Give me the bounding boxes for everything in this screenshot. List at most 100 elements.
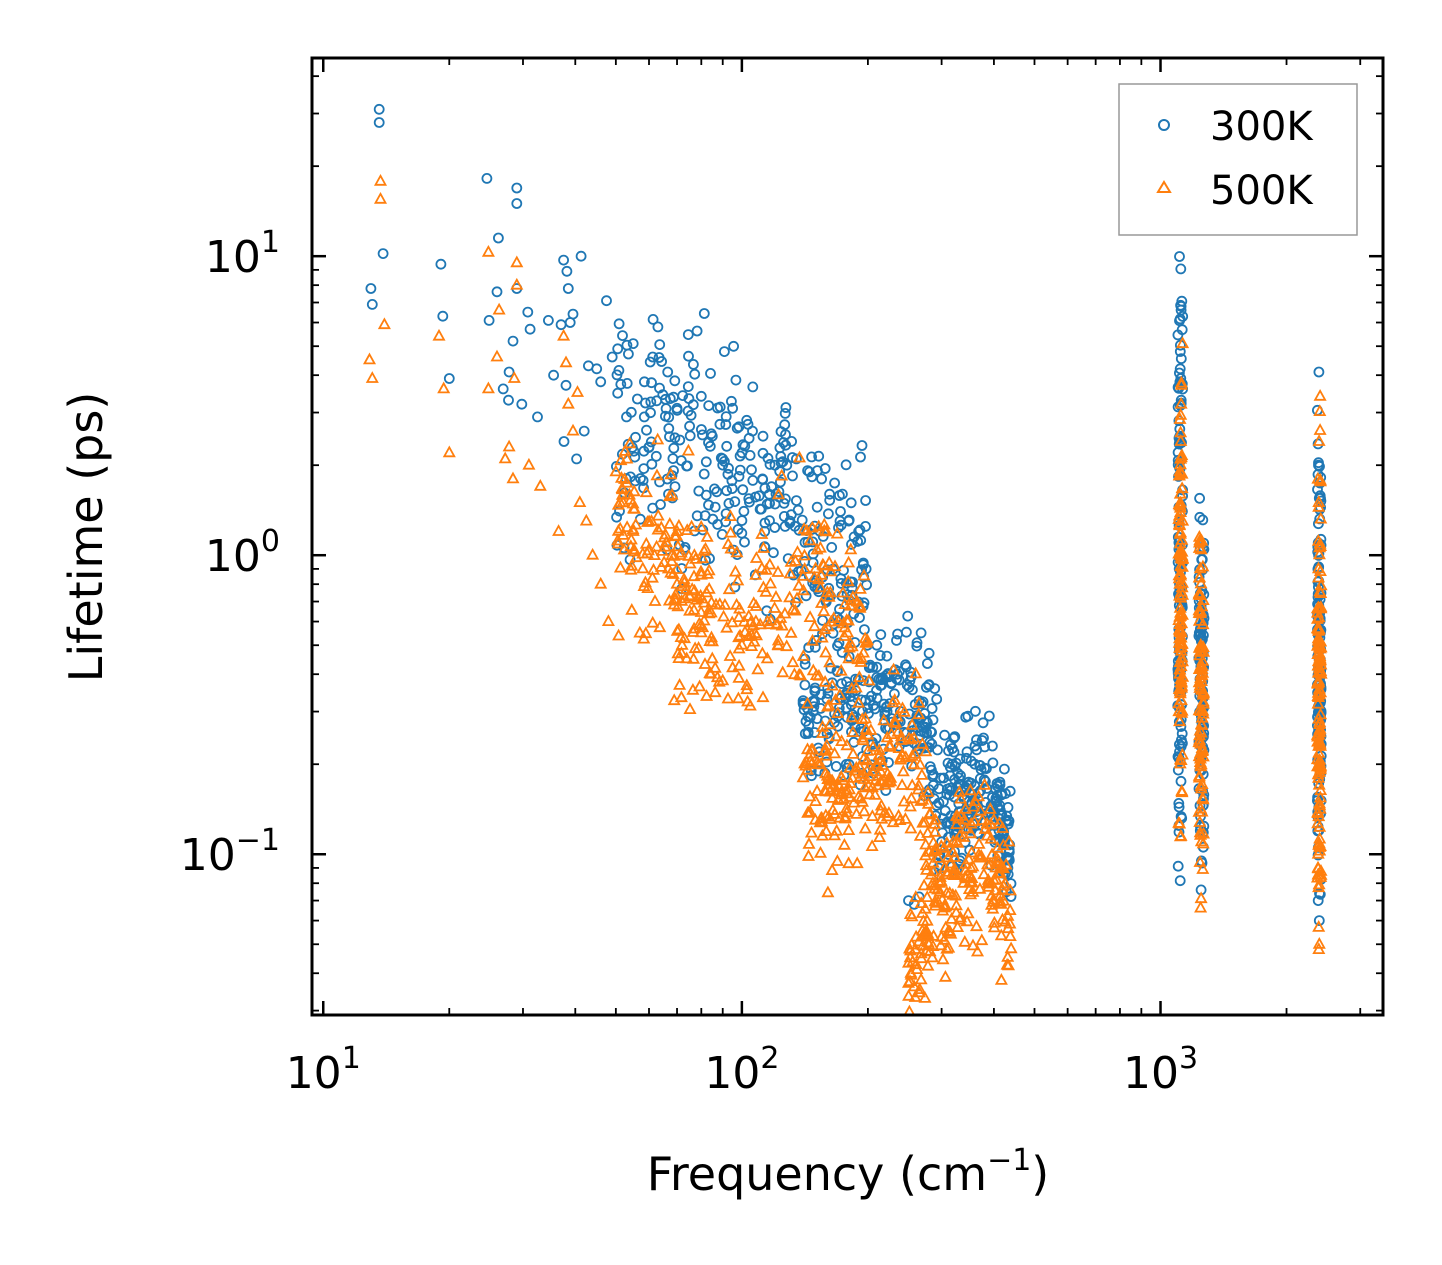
point-500K: [1176, 336, 1190, 349]
point-500K: [693, 679, 707, 692]
point-500K: [1175, 650, 1189, 663]
point-300K: [669, 432, 681, 444]
point-500K: [903, 1004, 916, 1015]
point-500K: [764, 613, 778, 626]
point-500K: [641, 581, 655, 593]
point-500K: [775, 618, 789, 631]
point-300K: [830, 761, 842, 772]
point-500K: [1193, 681, 1207, 693]
point-500K: [1193, 855, 1207, 867]
point-500K: [700, 689, 714, 701]
x-axis-label: Frequency (cm−1): [647, 1143, 1050, 1201]
point-500K: [815, 828, 829, 841]
point-300K: [961, 746, 973, 758]
point-500K: [904, 1018, 914, 1027]
point-300K: [365, 283, 377, 294]
point-500K: [996, 860, 1010, 873]
point-300K: [492, 232, 504, 244]
point-500K: [625, 558, 639, 571]
point-300K: [961, 752, 972, 764]
point-300K: [682, 405, 694, 417]
point-300K: [1175, 353, 1187, 365]
point-300K: [804, 466, 815, 478]
point-500K: [937, 932, 951, 945]
point-300K: [809, 685, 821, 696]
point-500K: [1311, 846, 1325, 859]
point-500K: [498, 451, 512, 464]
point-500K: [639, 626, 653, 639]
point-500K: [694, 625, 708, 638]
point-500K: [686, 625, 700, 637]
point-500K: [945, 912, 959, 924]
point-500K: [1175, 533, 1189, 545]
plot-frame: [310, 56, 1385, 1017]
point-500K: [614, 453, 628, 466]
point-500K: [883, 739, 897, 752]
point-500K: [957, 812, 971, 825]
point-500K: [907, 979, 921, 992]
point-500K: [1312, 809, 1326, 822]
point-500K: [696, 551, 710, 564]
point-300K: [481, 172, 493, 184]
point-500K: [442, 445, 456, 458]
point-300K: [854, 524, 866, 536]
point-300K: [663, 423, 675, 434]
point-300K: [836, 678, 848, 689]
point-500K: [823, 655, 837, 668]
point-500K: [672, 622, 686, 635]
point-500K: [1193, 533, 1207, 546]
point-300K: [802, 728, 814, 739]
point-500K: [1196, 862, 1210, 874]
point-500K: [808, 812, 822, 825]
point-500K: [822, 555, 836, 568]
point-300K: [860, 495, 871, 506]
point-500K: [490, 349, 504, 362]
point-300K: [780, 439, 792, 451]
point-300K: [785, 509, 797, 521]
point-500K: [857, 804, 871, 817]
point-300K: [682, 381, 694, 393]
point-500K: [683, 603, 697, 616]
point-500K: [725, 615, 739, 628]
point-300K: [377, 248, 389, 260]
point-500K: [742, 609, 756, 621]
point-500K: [1310, 639, 1325, 651]
point-300K: [703, 400, 715, 412]
point-500K: [1312, 675, 1326, 688]
point-300K: [627, 338, 639, 350]
point-500K: [958, 934, 972, 947]
point-300K: [621, 411, 632, 423]
point-500K: [839, 786, 854, 799]
point-500K: [830, 526, 844, 539]
point-500K: [938, 900, 952, 913]
point-300K: [826, 542, 838, 553]
point-300K: [646, 377, 657, 389]
point-500K: [797, 548, 812, 561]
point-500K: [653, 620, 667, 633]
point-300K: [911, 637, 923, 649]
point-500K: [702, 563, 716, 576]
point-500K: [975, 813, 989, 825]
point-300K: [524, 323, 536, 335]
point-500K: [713, 597, 727, 609]
point-500K: [698, 541, 713, 554]
point-500K: [862, 673, 876, 686]
point-500K: [819, 784, 833, 797]
point-500K: [1312, 547, 1326, 560]
point-300K: [635, 473, 646, 484]
point-500K: [683, 556, 697, 569]
point-500K: [1313, 473, 1327, 485]
point-500K: [622, 487, 636, 500]
point-500K: [917, 878, 931, 891]
point-500K: [692, 641, 706, 653]
point-500K: [686, 651, 701, 664]
point-500K: [949, 898, 963, 911]
point-300K: [1175, 775, 1187, 787]
point-500K: [966, 885, 980, 897]
point-300K: [689, 368, 701, 380]
point-500K: [771, 487, 786, 500]
point-500K: [1193, 825, 1207, 838]
point-500K: [946, 845, 960, 858]
point-300K: [613, 318, 625, 330]
point-300K: [630, 431, 641, 443]
